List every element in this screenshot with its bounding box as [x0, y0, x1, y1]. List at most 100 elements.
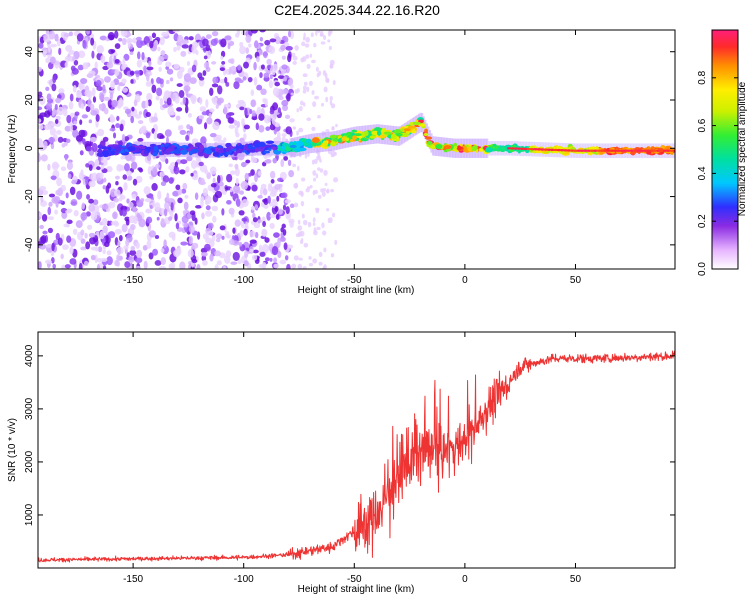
heatmap-signal-cell: [257, 141, 266, 147]
heatmap-noise-cell: [116, 254, 120, 263]
heatmap-noise-cell: [315, 66, 319, 72]
heatmap-signal-cell: [107, 146, 112, 151]
heatmap-noise-cell: [114, 30, 119, 39]
heatmap-noise-cell: [212, 76, 219, 84]
heatmap-noise-cell: [80, 229, 85, 236]
heatmap-signal-cell: [351, 129, 358, 133]
heatmap-noise-cell: [216, 260, 222, 266]
heatmap-noise-cell: [99, 92, 105, 101]
heatmap-noise-cell: [265, 126, 271, 131]
heatmap-noise-cell: [212, 215, 217, 223]
heatmap-noise-cell: [229, 170, 236, 175]
heatmap-noise-cell: [281, 88, 289, 95]
heatmap-noise-cell: [244, 250, 249, 259]
heatmap-noise-cell: [173, 249, 181, 258]
heatmap-noise-cell: [155, 164, 160, 169]
heatmap-noise-cell: [273, 263, 279, 269]
heatmap-noise-cell: [94, 158, 100, 167]
heatmap-noise-cell: [38, 260, 42, 269]
heatmap-noise-cell: [309, 53, 313, 58]
heatmap-noise-cell: [124, 261, 131, 268]
heatmap-noise-cell: [38, 140, 44, 148]
heatmap-noise-cell: [107, 182, 112, 189]
heatmap-signal-cell: [255, 143, 260, 148]
heatmap-noise-cell: [58, 88, 65, 94]
heatmap-noise-cell: [141, 52, 145, 61]
heatmap-noise-cell: [263, 114, 271, 124]
heatmap-noise-cell: [157, 190, 162, 200]
heatmap-signal-cell: [435, 144, 443, 150]
heatmap-noise-cell: [318, 251, 323, 257]
heatmap-noise-cell: [327, 39, 331, 43]
heatmap-noise-cell: [39, 212, 43, 218]
heatmap-noise-cell: [273, 232, 280, 238]
heatmap-noise-cell: [57, 187, 63, 197]
heatmap-signal-cell: [596, 149, 601, 152]
heatmap-signal-cell: [403, 128, 411, 132]
heatmap-noise-cell: [101, 217, 108, 226]
heatmap-noise-cell: [164, 201, 170, 211]
heatmap-noise-cell: [175, 115, 181, 121]
heatmap-noise-cell: [106, 166, 113, 173]
heatmap-noise-cell: [78, 50, 86, 59]
heatmap-noise-cell: [147, 99, 152, 107]
heatmap-signal-cell: [583, 149, 588, 152]
heatmap-noise-cell: [294, 45, 299, 51]
heatmap-noise-cell: [45, 244, 53, 248]
heatmap-noise-cell: [256, 56, 260, 63]
heatmap-noise-cell: [234, 119, 238, 126]
heatmap-noise-cell: [90, 110, 98, 116]
heatmap-noise-cell: [191, 64, 197, 73]
heatmap-noise-cell: [227, 117, 234, 124]
colorbar-tick-label: 0.8: [697, 70, 708, 84]
heatmap-noise-cell: [172, 94, 176, 102]
heatmap-noise-cell: [226, 199, 232, 205]
heatmap-noise-cell: [212, 121, 220, 130]
heatmap-noise-cell: [195, 204, 202, 209]
heatmap-noise-layer: [38, 30, 339, 269]
heatmap-noise-cell: [311, 90, 315, 95]
heatmap-noise-cell: [334, 239, 338, 245]
heatmap-noise-cell: [161, 31, 169, 37]
heatmap-noise-cell: [159, 135, 165, 139]
heatmap-noise-cell: [328, 30, 333, 35]
heatmap-noise-cell: [280, 44, 286, 51]
heatmap-noise-cell: [117, 240, 121, 247]
heatmap-noise-cell: [320, 41, 326, 45]
heatmap-signal-cell: [341, 136, 346, 142]
heatmap-noise-cell: [150, 116, 159, 123]
heatmap-noise-cell: [177, 197, 183, 204]
heatmap-noise-cell: [269, 222, 275, 230]
heatmap-noise-cell: [321, 191, 326, 197]
snr-y-tick-label: 3000: [24, 397, 35, 420]
heatmap-signal-cell: [254, 147, 259, 153]
heatmap-noise-cell: [315, 30, 318, 36]
heatmap-noise-cell: [313, 177, 317, 182]
heatmap-noise-cell: [217, 85, 223, 95]
heatmap-signal-cell: [216, 145, 223, 149]
heatmap-signal-cell: [233, 152, 238, 157]
heatmap-noise-cell: [61, 264, 66, 269]
heatmap-noise-cell: [180, 159, 188, 165]
heatmap-noise-cell: [39, 112, 47, 118]
heatmap-signal-cell: [238, 144, 243, 150]
snr-x-axis-label: Height of straight line (km): [298, 584, 415, 595]
heatmap-signal-cell: [619, 149, 625, 152]
heatmap-noise-cell: [114, 58, 120, 64]
heatmap-noise-cell: [271, 187, 277, 196]
heatmap-noise-cell: [179, 261, 186, 269]
heatmap-noise-cell: [85, 241, 91, 250]
heatmap-signal-cell: [173, 149, 181, 155]
heatmap-noise-cell: [178, 89, 185, 99]
heatmap-noise-cell: [304, 43, 310, 48]
heatmap-noise-cell: [194, 192, 199, 200]
heatmap-noise-cell: [199, 106, 207, 112]
heatmap-signal-cell: [443, 145, 452, 150]
heatmap-noise-cell: [103, 107, 109, 115]
heatmap-noise-cell: [316, 226, 321, 231]
heatmap-noise-cell: [296, 108, 299, 113]
heatmap-noise-cell: [205, 66, 211, 73]
heatmap-signal-cell: [546, 148, 552, 151]
heatmap-noise-cell: [124, 163, 130, 172]
heatmap-noise-cell: [204, 200, 209, 205]
